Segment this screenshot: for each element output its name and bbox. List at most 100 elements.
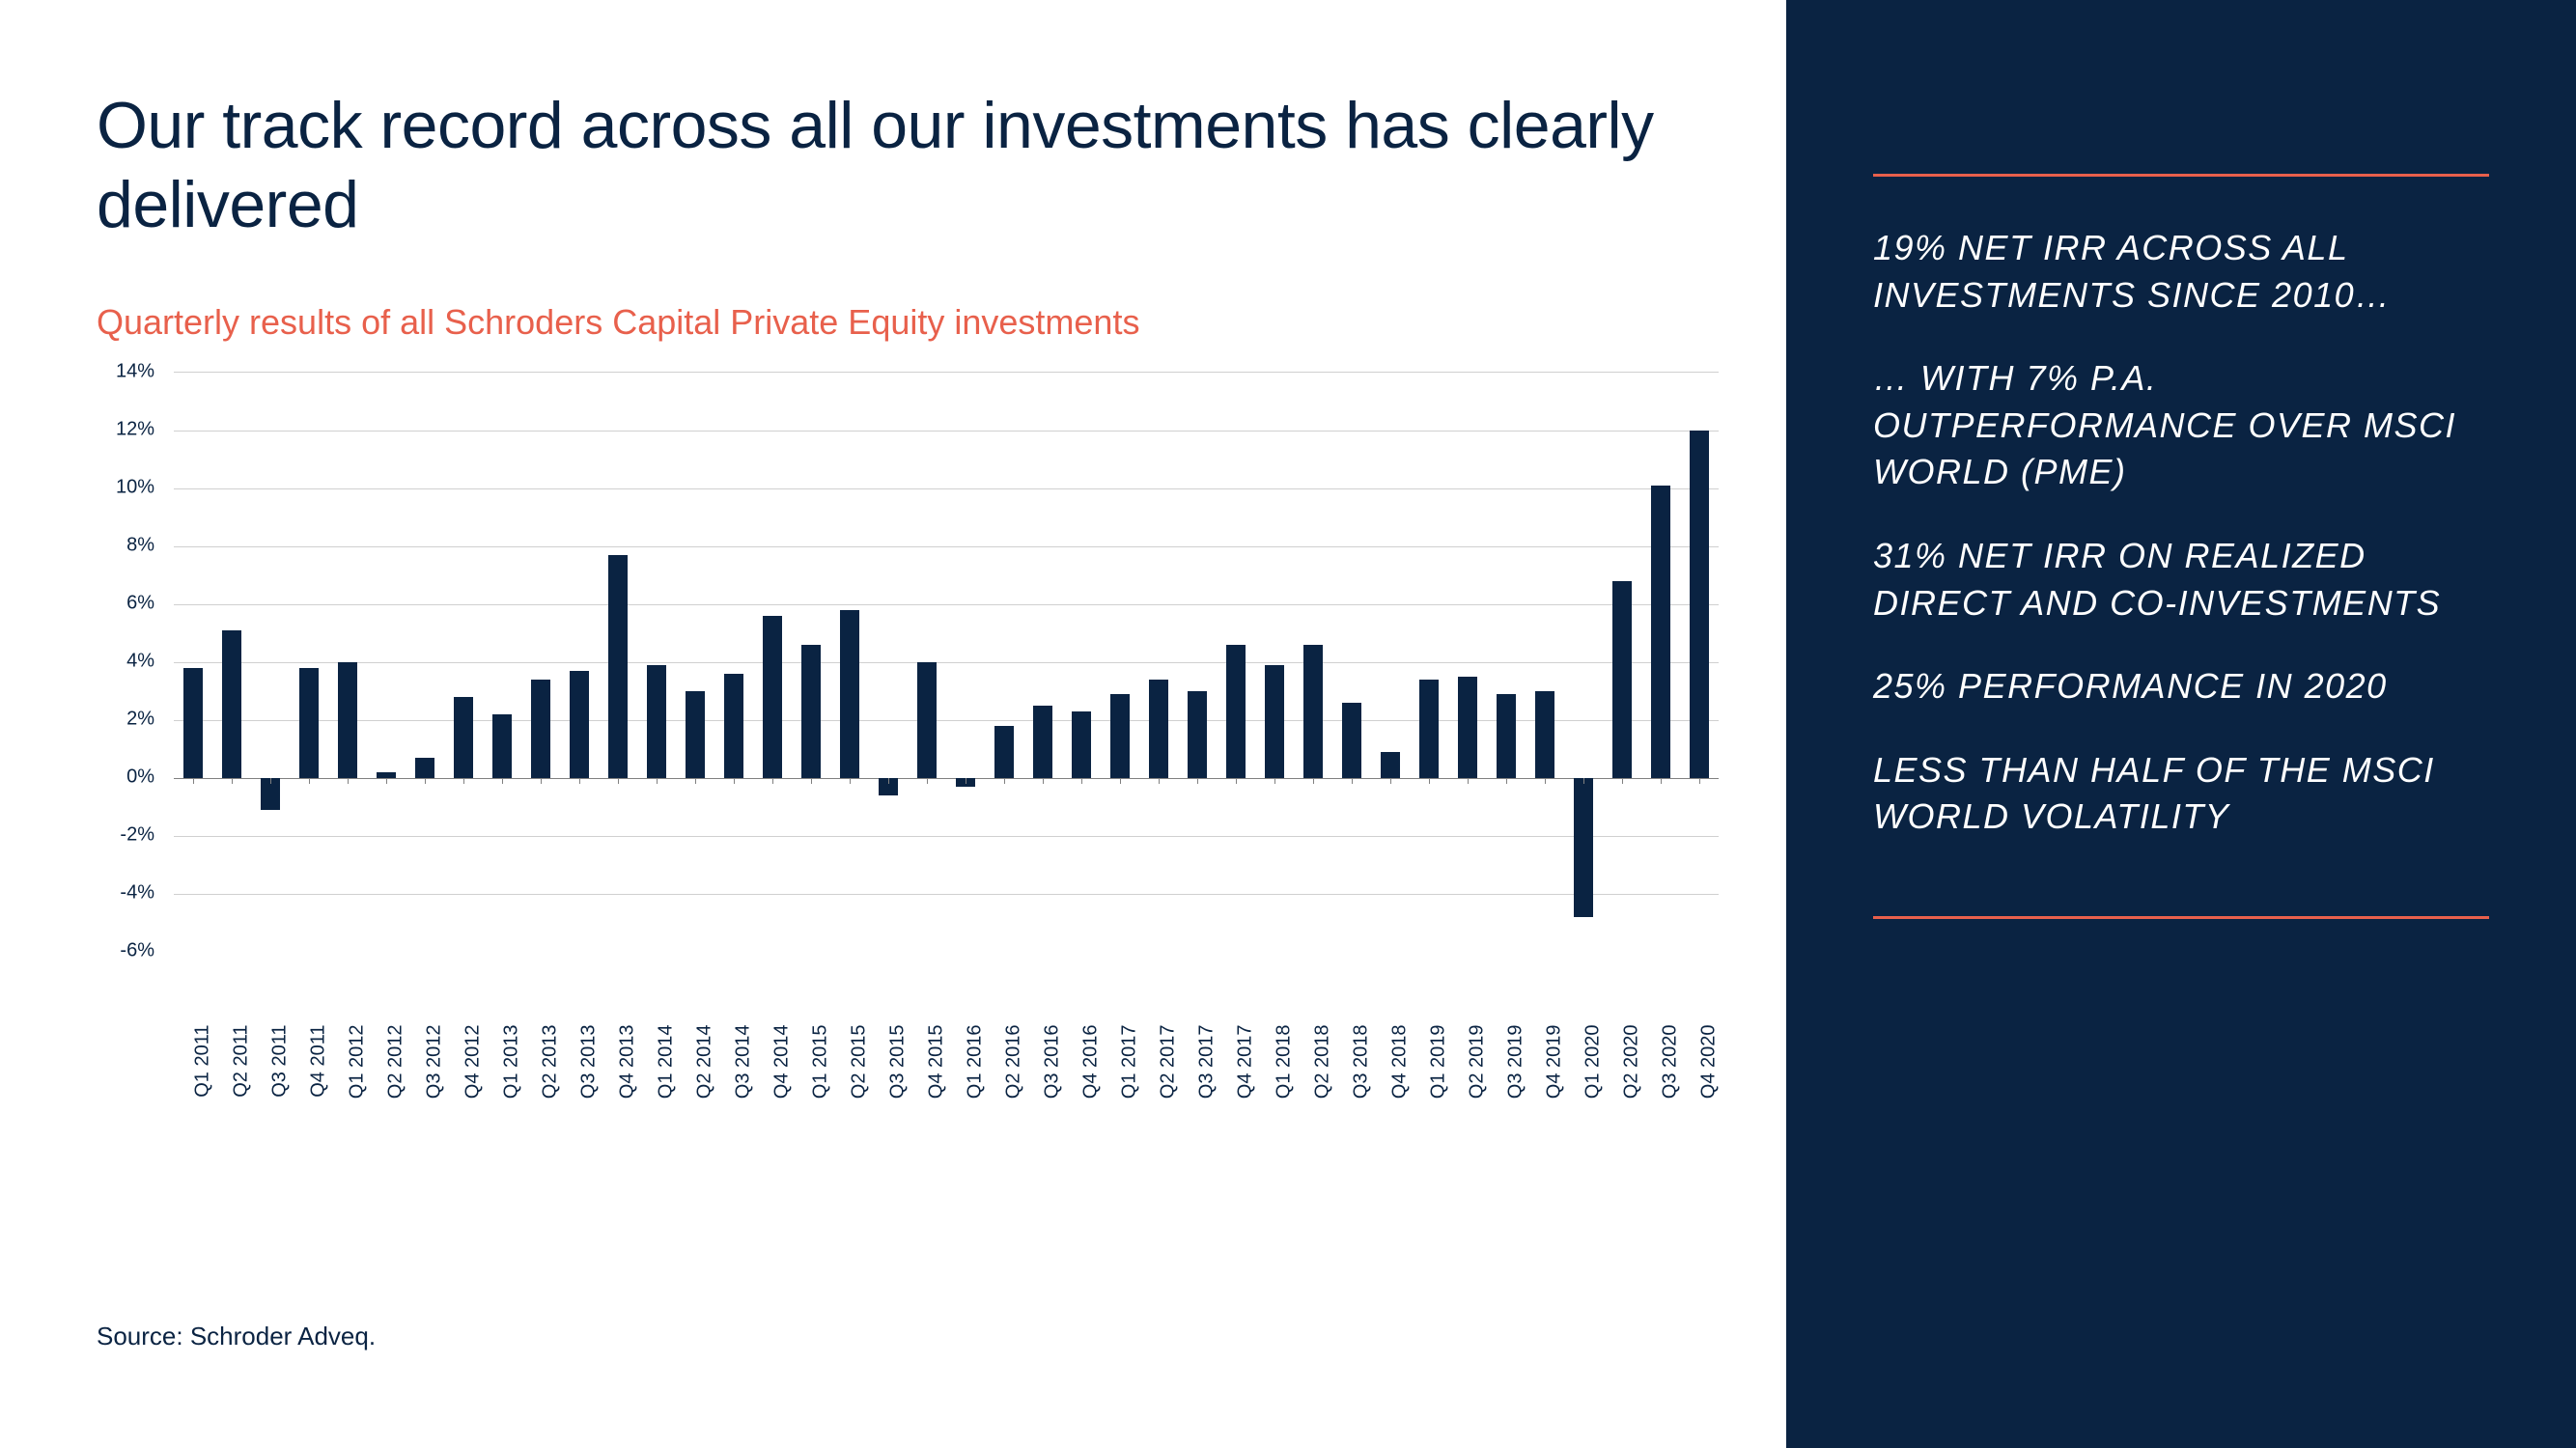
x-tick xyxy=(1429,778,1430,784)
y-axis: -6%-4%-2%0%2%4%6%8%10%12%14% xyxy=(97,372,164,951)
x-tick xyxy=(1661,778,1662,784)
x-tick-label: Q4 2015 xyxy=(926,1025,948,1131)
bar xyxy=(299,668,319,778)
bar xyxy=(222,630,241,778)
bar xyxy=(1497,694,1516,778)
y-tick-label: 0% xyxy=(126,766,154,789)
x-tick-label: Q2 2017 xyxy=(1158,1025,1180,1131)
bar xyxy=(1651,486,1670,778)
x-tick xyxy=(772,778,773,784)
bar xyxy=(1188,691,1207,778)
x-tick xyxy=(1120,778,1121,784)
bar xyxy=(724,674,743,778)
x-tick-label: Q3 2014 xyxy=(733,1025,755,1131)
callout-2: 31% NET IRR ON REALIZED DIRECT AND CO-IN… xyxy=(1873,533,2489,627)
x-tick xyxy=(1274,778,1275,784)
x-tick xyxy=(1622,778,1623,784)
y-tick-label: 6% xyxy=(126,593,154,615)
x-tick-label: Q1 2013 xyxy=(501,1025,523,1131)
x-tick-label: Q2 2019 xyxy=(1467,1025,1489,1131)
bar xyxy=(454,697,473,778)
x-tick-label: Q3 2016 xyxy=(1042,1025,1064,1131)
x-tick xyxy=(1004,778,1005,784)
x-tick xyxy=(463,778,464,784)
x-tick-label: Q4 2020 xyxy=(1698,1025,1721,1131)
bar xyxy=(1458,677,1477,778)
x-tick xyxy=(657,778,658,784)
x-tick-label: Q2 2018 xyxy=(1312,1025,1334,1131)
bar xyxy=(647,665,666,778)
x-tick-label: Q2 2013 xyxy=(540,1025,562,1131)
bar xyxy=(492,714,512,778)
x-tick-label: Q3 2018 xyxy=(1351,1025,1373,1131)
x-tick xyxy=(386,778,387,784)
gridline xyxy=(174,488,1719,489)
x-tick-label: Q4 2016 xyxy=(1080,1025,1103,1131)
x-tick-label: Q3 2011 xyxy=(269,1025,292,1131)
x-tick-label: Q2 2020 xyxy=(1621,1025,1643,1131)
y-tick-label: 10% xyxy=(116,477,154,499)
bar xyxy=(1612,581,1632,778)
y-tick-label: -4% xyxy=(120,882,154,905)
bar xyxy=(1690,431,1709,778)
x-tick xyxy=(193,778,194,784)
x-tick-label: Q1 2018 xyxy=(1274,1025,1296,1131)
x-tick xyxy=(618,778,619,784)
y-tick-label: 2% xyxy=(126,709,154,731)
bar xyxy=(608,555,628,778)
bar xyxy=(183,668,203,778)
bar xyxy=(1226,645,1246,778)
callout-1: … WITH 7% P.A. OUTPERFORMANCE OVER MSCI … xyxy=(1873,355,2489,496)
bar xyxy=(531,680,550,778)
gridline xyxy=(174,894,1719,895)
bar xyxy=(1149,680,1168,778)
page-title: Our track record across all our investme… xyxy=(97,87,1719,244)
x-tick xyxy=(348,778,349,784)
y-tick-label: 8% xyxy=(126,535,154,557)
x-tick xyxy=(695,778,696,784)
x-tick xyxy=(1390,778,1391,784)
x-tick-label: Q4 2017 xyxy=(1235,1025,1257,1131)
x-tick xyxy=(850,778,851,784)
x-tick-label: Q3 2020 xyxy=(1660,1025,1682,1131)
bar xyxy=(1419,680,1439,778)
accent-line-bottom xyxy=(1873,916,2489,919)
x-tick xyxy=(232,778,233,784)
bar xyxy=(763,616,782,778)
x-tick-label: Q4 2018 xyxy=(1389,1025,1412,1131)
x-tick xyxy=(888,778,889,784)
x-axis: Q1 2011Q2 2011Q3 2011Q4 2011Q1 2012Q2 20… xyxy=(174,961,1719,1067)
accent-line-top xyxy=(1873,174,2489,177)
x-tick xyxy=(579,778,580,784)
bar xyxy=(686,691,705,778)
bar xyxy=(1381,752,1400,778)
x-tick-label: Q1 2020 xyxy=(1582,1025,1605,1131)
x-tick xyxy=(1043,778,1044,784)
x-tick-label: Q2 2015 xyxy=(849,1025,871,1131)
x-tick-label: Q1 2014 xyxy=(656,1025,678,1131)
bar-chart: -6%-4%-2%0%2%4%6%8%10%12%14% Q1 2011Q2 2… xyxy=(97,372,1719,1067)
x-tick xyxy=(1506,778,1507,784)
bar xyxy=(1265,665,1284,778)
callout-3: 25% PERFORMANCE IN 2020 xyxy=(1873,663,2489,710)
y-tick-label: 12% xyxy=(116,419,154,441)
bar xyxy=(1303,645,1323,778)
x-tick xyxy=(1081,778,1082,784)
x-tick-label: Q3 2013 xyxy=(578,1025,601,1131)
x-tick-label: Q3 2019 xyxy=(1505,1025,1527,1131)
x-tick-label: Q2 2014 xyxy=(694,1025,716,1131)
callout-4: LESS THAN HALF OF THE MSCI WORLD VOLATIL… xyxy=(1873,747,2489,841)
x-tick xyxy=(1197,778,1198,784)
bar xyxy=(1110,694,1130,778)
x-tick-label: Q4 2011 xyxy=(308,1025,330,1131)
x-tick xyxy=(309,778,310,784)
bar xyxy=(1342,703,1361,778)
x-tick xyxy=(270,778,271,784)
y-tick-label: 14% xyxy=(116,361,154,383)
x-tick-label: Q1 2016 xyxy=(965,1025,987,1131)
bar xyxy=(1535,691,1554,778)
y-tick-label: -6% xyxy=(120,940,154,962)
left-panel: Our track record across all our investme… xyxy=(0,0,1786,1448)
gridline xyxy=(174,836,1719,837)
x-tick xyxy=(927,778,928,784)
